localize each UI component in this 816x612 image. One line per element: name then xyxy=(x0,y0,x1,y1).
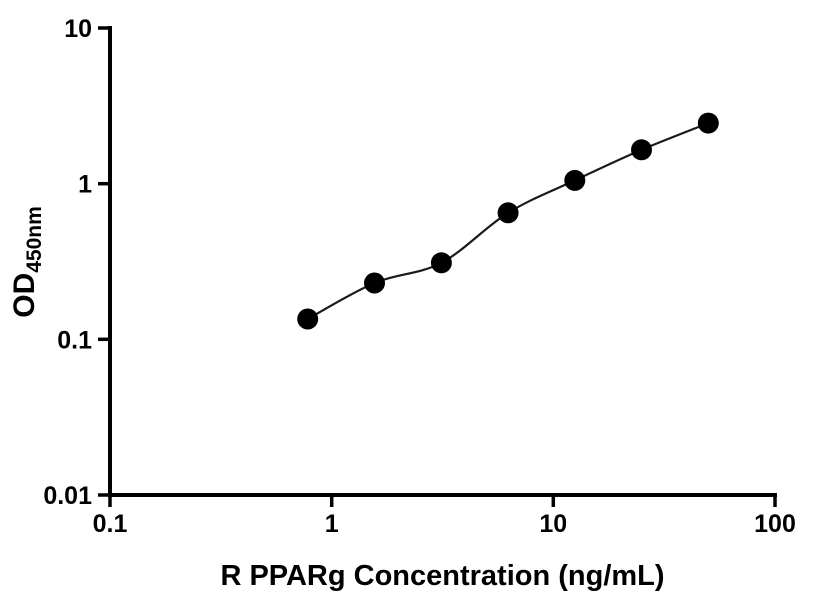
data-point xyxy=(430,252,452,274)
x-tick-label: 100 xyxy=(754,510,796,538)
data-point xyxy=(564,169,586,191)
x-tick-label: 10 xyxy=(539,510,567,538)
y-tick-label: 0.1 xyxy=(57,326,92,354)
data-point xyxy=(697,112,719,134)
y-axis-label: OD450nm xyxy=(8,206,46,318)
x-axis-label: R PPARg Concentration (ng/mL) xyxy=(220,560,664,592)
x-tick-label: 1 xyxy=(325,510,339,538)
y-tick-label: 1 xyxy=(78,171,92,199)
data-point xyxy=(364,272,385,294)
data-point xyxy=(297,308,319,330)
y-tick-label: 10 xyxy=(64,15,92,43)
x-tick-label: 0.1 xyxy=(93,510,128,538)
data-point xyxy=(631,139,652,161)
data-point xyxy=(497,202,519,224)
y-tick-label: 0.01 xyxy=(43,482,92,510)
